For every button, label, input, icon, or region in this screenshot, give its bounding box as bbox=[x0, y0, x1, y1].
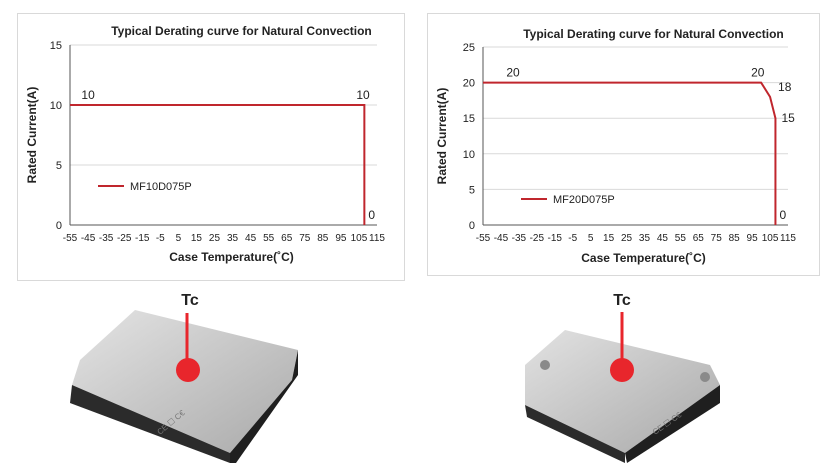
x-tick-label: 35 bbox=[639, 233, 651, 244]
x-tick-label: 15 bbox=[191, 233, 203, 244]
x-tick-label: 55 bbox=[675, 233, 687, 244]
module-top-face bbox=[525, 330, 720, 453]
x-tick-label: -25 bbox=[117, 233, 132, 244]
chart-title: Typical Derating curve for Natural Conve… bbox=[523, 27, 784, 41]
screw-hole bbox=[540, 360, 550, 370]
x-tick-label: 65 bbox=[693, 233, 705, 244]
data-label: 10 bbox=[356, 88, 370, 102]
y-axis-label: Rated Current(A) bbox=[435, 88, 449, 185]
x-tick-label: 75 bbox=[299, 233, 311, 244]
y-axis-label: Rated Current(A) bbox=[25, 87, 39, 184]
x-tick-label: -5 bbox=[568, 233, 577, 244]
x-tick-label: 55 bbox=[263, 233, 275, 244]
x-axis-label: Case Temperature(˚C) bbox=[169, 250, 293, 264]
y-tick-label: 0 bbox=[56, 220, 62, 232]
data-label: 10 bbox=[81, 88, 95, 102]
x-tick-label: 105 bbox=[762, 233, 779, 244]
data-label: 20 bbox=[506, 66, 520, 80]
y-tick-label: 0 bbox=[469, 220, 475, 232]
x-tick-label: -25 bbox=[530, 233, 545, 244]
derating-chart-mf10d075p: Typical Derating curve for Natural Conve… bbox=[17, 13, 405, 281]
module-photo-mf10d075p: CE ☐ C€ Tc bbox=[60, 285, 380, 463]
x-tick-label: 15 bbox=[603, 233, 615, 244]
derating-chart-mf20d075p: Typical Derating curve for Natural Conve… bbox=[427, 13, 820, 276]
series-line bbox=[70, 104, 366, 225]
tc-label: Tc bbox=[181, 292, 199, 309]
tc-marker-dot bbox=[610, 358, 634, 382]
x-tick-label: 95 bbox=[747, 233, 759, 244]
x-tick-label: -45 bbox=[81, 233, 96, 244]
screw-hole bbox=[700, 372, 710, 382]
series-line bbox=[483, 81, 777, 225]
x-tick-label: 5 bbox=[176, 233, 182, 244]
x-tick-label: 115 bbox=[780, 233, 796, 244]
x-axis-label: Case Temperature(˚C) bbox=[581, 251, 705, 265]
chart-svg-left: Typical Derating curve for Natural Conve… bbox=[25, 24, 385, 264]
tc-marker-dot bbox=[176, 358, 200, 382]
y-tick-label: 5 bbox=[469, 184, 475, 196]
data-label: 20 bbox=[751, 66, 765, 80]
chart-svg-right: Typical Derating curve for Natural Conve… bbox=[435, 27, 796, 265]
y-tick-label: 15 bbox=[463, 113, 475, 125]
x-tick-label: -55 bbox=[63, 233, 78, 244]
x-tick-label: -15 bbox=[135, 233, 150, 244]
x-tick-label: 75 bbox=[711, 233, 723, 244]
x-tick-label: -15 bbox=[548, 233, 563, 244]
tc-label: Tc bbox=[613, 292, 631, 309]
x-tick-label: 85 bbox=[317, 233, 329, 244]
data-label: 18 bbox=[778, 80, 792, 94]
x-tick-label: 95 bbox=[335, 233, 347, 244]
x-tick-label: 85 bbox=[729, 233, 741, 244]
y-tick-label: 10 bbox=[463, 149, 475, 161]
legend-label: MF10D075P bbox=[130, 181, 192, 193]
x-tick-label: 25 bbox=[209, 233, 221, 244]
x-tick-label: 105 bbox=[351, 233, 368, 244]
x-tick-label: 35 bbox=[227, 233, 239, 244]
y-tick-label: 15 bbox=[50, 40, 62, 52]
y-tick-label: 5 bbox=[56, 160, 62, 172]
x-tick-label: 45 bbox=[657, 233, 669, 244]
x-tick-label: 65 bbox=[281, 233, 293, 244]
chart-title: Typical Derating curve for Natural Conve… bbox=[111, 24, 372, 38]
module-end-face bbox=[625, 385, 720, 463]
module-side-face bbox=[525, 405, 625, 463]
module-end-face bbox=[230, 350, 298, 463]
x-tick-label: -35 bbox=[512, 233, 527, 244]
x-tick-label: -45 bbox=[494, 233, 509, 244]
x-tick-label: 115 bbox=[369, 233, 385, 244]
x-tick-label: -5 bbox=[156, 233, 165, 244]
x-tick-label: -35 bbox=[99, 233, 114, 244]
module-photo-mf20d075p: CE ☐ C€ Tc bbox=[505, 285, 745, 463]
data-label: 15 bbox=[781, 111, 795, 125]
module-side-face bbox=[70, 385, 230, 463]
y-tick-label: 10 bbox=[50, 100, 62, 112]
data-label: 0 bbox=[779, 208, 786, 222]
x-tick-label: 45 bbox=[245, 233, 257, 244]
legend-label: MF20D075P bbox=[553, 194, 615, 206]
x-tick-label: 5 bbox=[588, 233, 594, 244]
y-tick-label: 20 bbox=[463, 78, 475, 90]
data-label: 0 bbox=[368, 208, 375, 222]
x-tick-label: -55 bbox=[476, 233, 491, 244]
x-tick-label: 25 bbox=[621, 233, 633, 244]
y-tick-label: 25 bbox=[463, 42, 475, 54]
